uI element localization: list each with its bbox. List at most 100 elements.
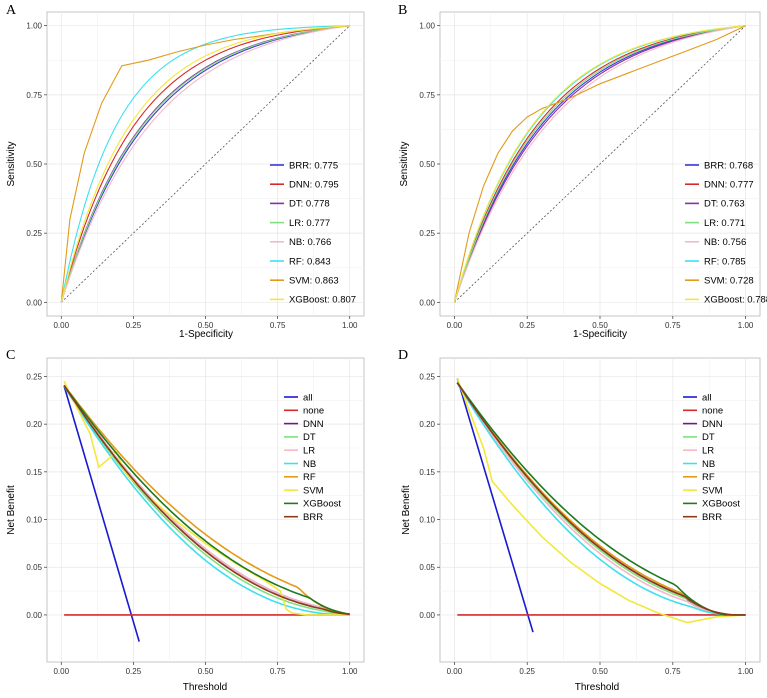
- series-line-xgboost: [456, 382, 746, 616]
- legend-label: RF: [702, 472, 715, 483]
- legend-label: LR: [303, 446, 315, 457]
- legend-label: XGBoost: [702, 499, 740, 510]
- series-line-nb: [60, 25, 350, 303]
- x-tick-label: 1.00: [342, 667, 358, 676]
- y-tick-label: 0.50: [419, 160, 435, 169]
- panel-B: B 0.00 0.25 0.50 0.75 1.00 0.00 0.25 0.50 0.75 1.0…: [398, 3, 767, 340]
- plot-area: [60, 25, 351, 303]
- x-tick-label: 1.00: [342, 321, 358, 330]
- legend-label: NB: 0.756: [704, 237, 746, 248]
- legend-label: none: [702, 406, 723, 417]
- y-tick-label: 0.50: [26, 160, 42, 169]
- x-axis-label: 1-Specificity: [573, 329, 627, 340]
- y-tick-label: 0.25: [26, 372, 42, 381]
- series-line-rf: [60, 25, 350, 303]
- legend-label: BRR: 0.775: [289, 160, 338, 171]
- x-tick-label: 0.00: [53, 667, 69, 676]
- legend-label: NB: [303, 459, 316, 470]
- x-tick-label: 1.00: [738, 321, 754, 330]
- y-axis-label: Net Benefit: [401, 485, 412, 535]
- series-line-all: [456, 378, 534, 633]
- series-line-xgboost: [60, 25, 350, 303]
- x-axis-label: Threshold: [183, 682, 227, 693]
- legend-label: BRR: [702, 512, 722, 523]
- series-line-nb: [456, 382, 746, 616]
- legend-label: RF: 0.843: [289, 256, 331, 267]
- legend-label: DNN: [702, 419, 723, 430]
- series-line-rf: [63, 384, 350, 616]
- x-tick-label: 0.50: [592, 321, 608, 330]
- panel-C: C 0.00 0.25 0.50 0.75 1.00 0.00 0.05 0.10 0.15 0.2…: [6, 348, 365, 693]
- y-tick-label: 0.10: [419, 516, 435, 525]
- legend: all none DNN DT LR NB RF SVM XGBoost BRR: [683, 392, 740, 523]
- legend: BRR: 0.768 DNN: 0.777 DT: 0.763 LR: 0.771 NB…: [685, 160, 767, 306]
- legend-label: NB: 0.766: [289, 237, 331, 248]
- y-tick-label: 0.25: [419, 229, 435, 238]
- y-axis-label: Net Benefit: [6, 485, 17, 535]
- panel-A: A 0.00 0.25 0.50 0.75 1.00 0.00 0.25 0.50 0.75 1.0…: [6, 3, 365, 340]
- reference-diagonal: [454, 25, 746, 303]
- x-tick-label: 0.00: [447, 321, 463, 330]
- plot-area: [453, 25, 746, 303]
- panel-letter-B: B: [398, 3, 407, 18]
- x-tick-label: 0.00: [447, 667, 463, 676]
- legend-label: RF: 0.785: [704, 256, 746, 267]
- legend-label: SVM: 0.728: [704, 276, 754, 287]
- series-line-nb: [63, 385, 350, 616]
- legend-label: all: [702, 392, 712, 403]
- x-tick-label: 0.75: [270, 321, 286, 330]
- x-tick-label: 0.25: [519, 321, 535, 330]
- legend-label: SVM: 0.863: [289, 276, 339, 287]
- reference-diagonal: [60, 25, 351, 303]
- panel-letter-D: D: [398, 348, 408, 363]
- x-tick-label: 0.75: [270, 667, 286, 676]
- x-tick-label: 1.00: [738, 667, 754, 676]
- plot-area: [63, 380, 350, 642]
- legend-label: SVM: [303, 485, 324, 496]
- x-tick-label: 0.50: [592, 667, 608, 676]
- legend-label: LR: 0.777: [289, 218, 330, 229]
- x-tick-label: 0.00: [53, 321, 69, 330]
- series-line-xgboost: [63, 384, 350, 615]
- plot-area: [456, 378, 746, 633]
- y-tick-label: 0.25: [419, 372, 435, 381]
- legend-label: XGBoost: 0.788: [704, 295, 767, 306]
- legend-label: DT: [702, 432, 715, 443]
- y-tick-label: 0.05: [26, 563, 42, 572]
- legend-label: NB: [702, 459, 715, 470]
- legend-label: RF: [303, 472, 316, 483]
- legend-label: SVM: [702, 485, 723, 496]
- series-line-all: [63, 385, 140, 642]
- series-line-nb: [453, 25, 746, 303]
- y-tick-label: 0.00: [26, 298, 42, 307]
- y-tick-label: 1.00: [419, 22, 435, 31]
- panel-D: D 0.00 0.25 0.50 0.75 1.00 0.00 0.05 0.10 0.15 0.2…: [398, 348, 761, 693]
- legend-label: DT: 0.763: [704, 199, 745, 210]
- legend-label: LR: [702, 446, 714, 457]
- x-tick-label: 0.75: [665, 321, 681, 330]
- y-tick-label: 1.00: [26, 22, 42, 31]
- series-line-brr: [63, 385, 350, 616]
- legend-label: none: [303, 406, 324, 417]
- legend-label: DNN: 0.777: [704, 180, 754, 191]
- x-tick-label: 0.25: [126, 321, 142, 330]
- legend-label: LR: 0.771: [704, 218, 745, 229]
- legend-label: BRR: [303, 512, 323, 523]
- x-tick-label: 0.25: [519, 667, 535, 676]
- legend-label: XGBoost: [303, 499, 341, 510]
- x-tick-label: 0.75: [665, 667, 681, 676]
- y-tick-label: 0.15: [26, 468, 42, 477]
- legend-label: XGBoost: 0.807: [289, 295, 356, 306]
- series-line-lr: [456, 382, 746, 616]
- panel-letter-A: A: [6, 3, 17, 18]
- y-tick-label: 0.75: [419, 91, 435, 100]
- series-line-xgboost: [453, 25, 746, 303]
- y-axis-label: Sensitivity: [6, 141, 17, 186]
- y-tick-label: 0.20: [26, 420, 42, 429]
- legend-label: DT: 0.778: [289, 199, 330, 210]
- y-tick-label: 0.00: [26, 611, 42, 620]
- series-line-svm: [453, 25, 746, 303]
- x-tick-label: 0.25: [126, 667, 142, 676]
- y-tick-label: 0.00: [419, 611, 435, 620]
